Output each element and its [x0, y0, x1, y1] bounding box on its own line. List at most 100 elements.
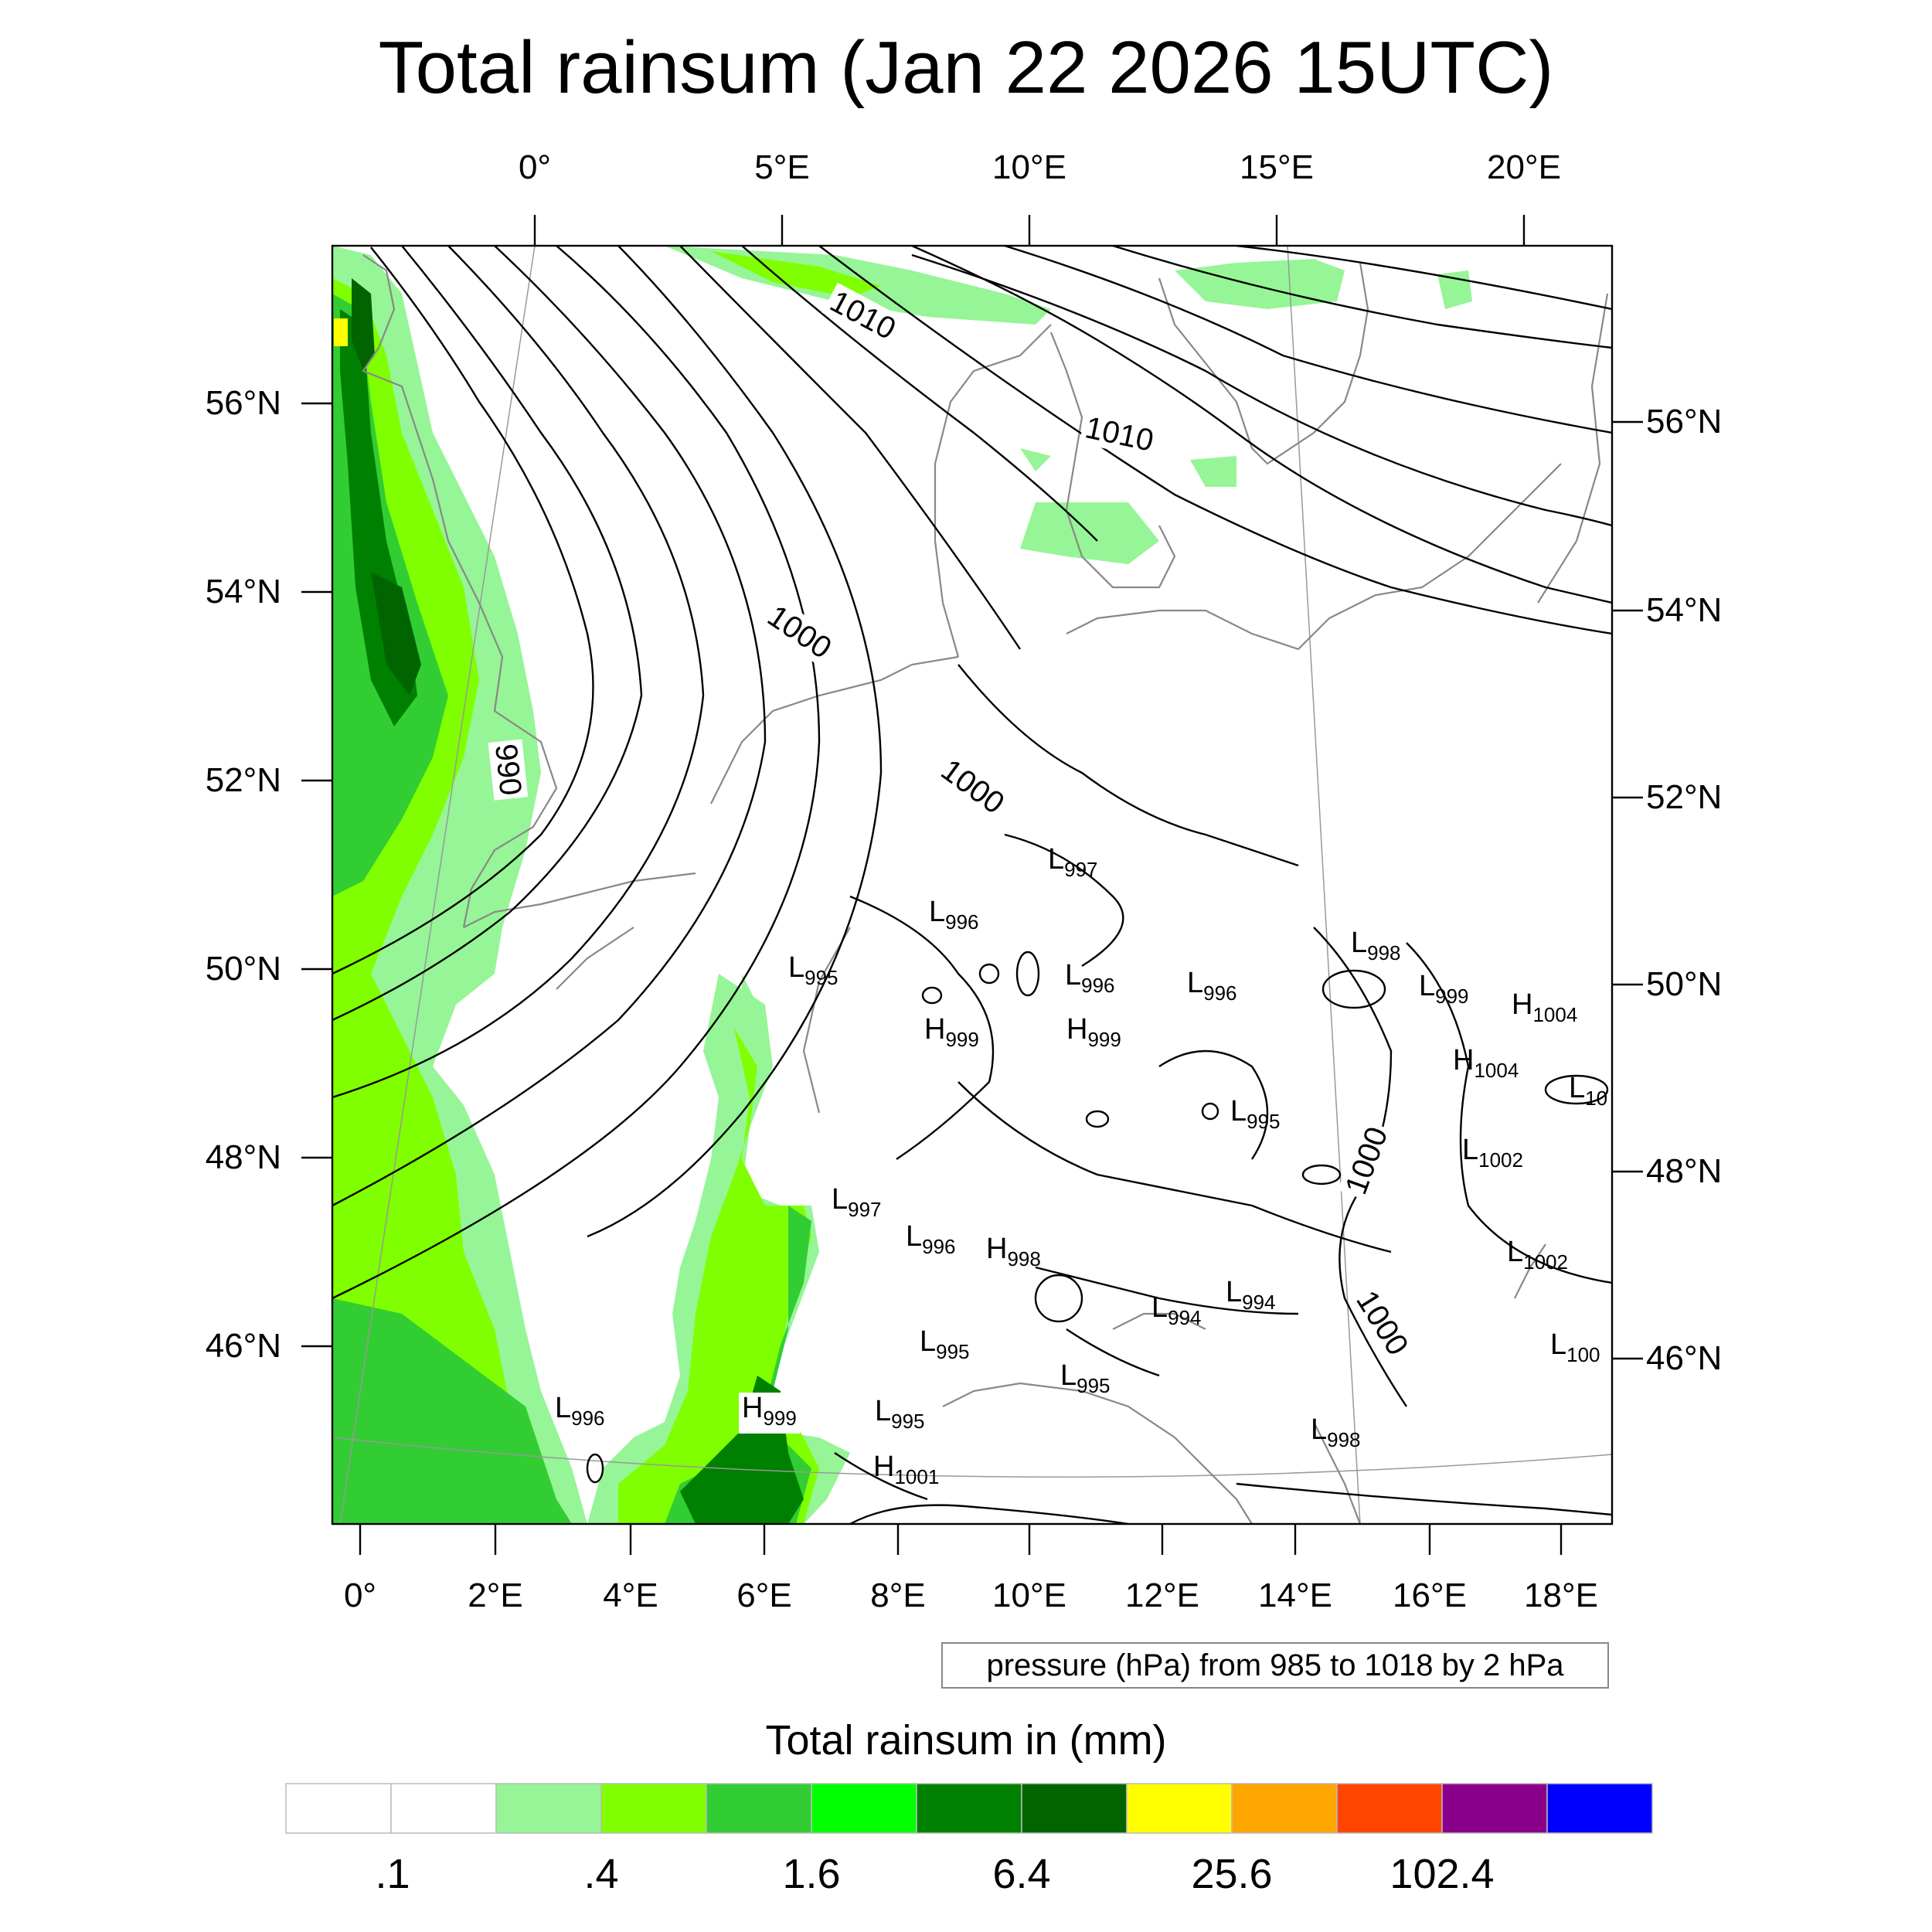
- center-type: L: [1550, 1328, 1567, 1361]
- center-value: 994: [1242, 1291, 1276, 1314]
- center-value: 998: [1367, 941, 1401, 964]
- rain-area-alps: [742, 974, 757, 1005]
- center-value: 995: [1077, 1374, 1111, 1397]
- center-value: 996: [1203, 981, 1237, 1005]
- center-value: 997: [1064, 858, 1098, 881]
- center-type: L: [875, 1395, 892, 1427]
- colorbar-tick-label: 6.4: [992, 1851, 1051, 1897]
- low-pressure-center: L1002: [1507, 1236, 1568, 1277]
- left-lat-label: 48°N: [205, 1138, 281, 1176]
- high-pressure-center: H1004: [1512, 989, 1577, 1030]
- center-type: L: [1230, 1095, 1247, 1128]
- center-value: 1002: [1523, 1250, 1568, 1274]
- low-pressure-center: L996: [1065, 960, 1115, 1001]
- right-lat-label: 50°N: [1646, 965, 1723, 1003]
- low-pressure-center: L996: [555, 1393, 605, 1434]
- center-value: 995: [1247, 1110, 1281, 1133]
- top-lon-label: 15°E: [1240, 148, 1314, 186]
- bottom-lon-label: 6°E: [736, 1577, 792, 1614]
- center-value: 995: [891, 1410, 925, 1433]
- center-type: L: [929, 896, 946, 928]
- center-value: 1002: [1478, 1148, 1523, 1172]
- bottom-lon-label: 8°E: [870, 1577, 926, 1614]
- left-lat-label: 52°N: [205, 761, 281, 799]
- center-value: 996: [945, 910, 979, 934]
- left-lat-label: 54°N: [205, 573, 281, 611]
- low-pressure-center: L995: [1230, 1096, 1281, 1137]
- center-type: H: [1066, 1013, 1088, 1046]
- coastlines: [362, 254, 1609, 1524]
- center-type: L: [1507, 1236, 1524, 1268]
- center-value: 999: [945, 1028, 979, 1051]
- low-pressure-center: L1002: [1462, 1134, 1523, 1175]
- high-pressure-center: H1001: [873, 1451, 939, 1492]
- center-value: 996: [571, 1406, 605, 1430]
- low-pressure-center: L10: [1569, 1073, 1607, 1114]
- center-type: L: [1226, 1276, 1243, 1308]
- bottom-lon-label: 18°E: [1524, 1577, 1598, 1614]
- rain-area-sw: [332, 1298, 572, 1524]
- colorbar-swatch: [1441, 1783, 1548, 1834]
- low-pressure-center: L996: [929, 896, 979, 937]
- center-type: L: [1060, 1359, 1077, 1392]
- rain-area-yellow: [334, 318, 348, 346]
- colorbar-title: Total rainsum in (mm): [765, 1717, 1167, 1764]
- center-type: L: [832, 1183, 849, 1216]
- low-pressure-center: L996: [1187, 968, 1237, 1009]
- low-pressure-center: L995: [788, 952, 838, 993]
- center-type: H: [924, 1013, 946, 1046]
- low-pressure-center: L995: [920, 1326, 970, 1367]
- graticule: [332, 246, 1612, 1524]
- right-lat-label: 52°N: [1646, 778, 1723, 816]
- low-pressure-center: L996: [906, 1221, 956, 1262]
- low-pressure-center: L998: [1351, 927, 1401, 968]
- colorbar-swatch: [1231, 1783, 1338, 1834]
- colorbar-tick-label: 1.6: [782, 1851, 841, 1897]
- center-value: 1001: [894, 1465, 940, 1488]
- center-value: 1004: [1474, 1059, 1519, 1082]
- high-pressure-center: H1004: [1453, 1045, 1519, 1086]
- low-pressure-center: L995: [1060, 1360, 1111, 1401]
- center-type: L: [1048, 843, 1065, 876]
- rain-area-west-max2: [371, 572, 421, 696]
- center-type: L: [1462, 1134, 1479, 1166]
- colorbar-tick-label: 102.4: [1389, 1851, 1495, 1897]
- bottom-lon-label: 0°: [343, 1577, 377, 1614]
- center-value: 100: [1566, 1343, 1600, 1366]
- right-lat-label: 46°N: [1646, 1339, 1723, 1377]
- center-value: 995: [804, 966, 838, 989]
- center-type: L: [1419, 970, 1436, 1002]
- bottom-lon-label: 12°E: [1125, 1577, 1199, 1614]
- map-title: Total rainsum (Jan 22 2026 15UTC): [378, 26, 1554, 109]
- colorbar-swatch: [916, 1783, 1022, 1834]
- bottom-lon-label: 10°E: [992, 1577, 1066, 1614]
- colorbar-swatch: [285, 1783, 392, 1834]
- center-type: L: [1187, 967, 1204, 999]
- center-type: L: [1569, 1072, 1586, 1104]
- pressure-info-box: pressure (hPa) from 985 to 1018 by 2 hPa: [941, 1642, 1609, 1689]
- center-value: 995: [936, 1340, 970, 1363]
- center-type: L: [555, 1392, 572, 1424]
- low-pressure-center: L999: [1419, 971, 1469, 1012]
- top-lon-label: 5°E: [754, 148, 810, 186]
- center-value: 997: [848, 1198, 882, 1221]
- right-lat-label: 54°N: [1646, 591, 1723, 629]
- colorbar-tick-label: .1: [375, 1851, 410, 1897]
- bottom-lon-label: 16°E: [1393, 1577, 1467, 1614]
- low-pressure-center: L994: [1151, 1292, 1202, 1333]
- axis-ticks: [301, 215, 1643, 1555]
- low-pressure-center: L997: [1048, 844, 1098, 885]
- colorbar: [285, 1783, 1653, 1834]
- top-lon-label: 0°: [518, 148, 552, 186]
- center-value: 996: [1081, 974, 1115, 997]
- right-lat-label: 48°N: [1646, 1152, 1723, 1190]
- center-type: H: [873, 1451, 895, 1483]
- left-lat-label: 50°N: [205, 950, 281, 988]
- colorbar-swatch: [1546, 1783, 1653, 1834]
- low-pressure-center: L997: [832, 1184, 882, 1225]
- colorbar-swatch: [495, 1783, 602, 1834]
- colorbar-swatch: [600, 1783, 707, 1834]
- center-type: H: [1453, 1044, 1475, 1077]
- center-value: 10: [1585, 1087, 1608, 1110]
- colorbar-swatch: [706, 1783, 812, 1834]
